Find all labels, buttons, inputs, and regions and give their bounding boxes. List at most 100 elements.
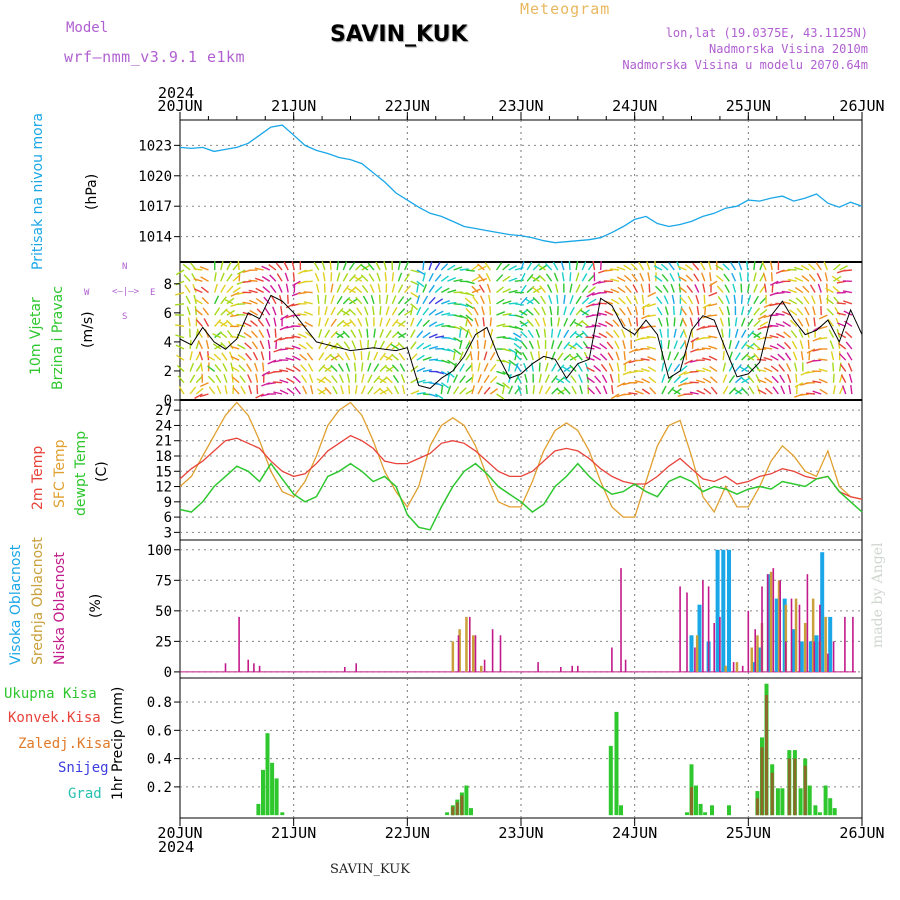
precip_total-bar xyxy=(698,803,703,816)
wind-barb xyxy=(829,340,835,350)
precip_total-bar xyxy=(694,785,698,816)
y-tick-label: 0 xyxy=(164,665,172,681)
wind-barb xyxy=(279,325,289,331)
wind-barb xyxy=(801,275,810,282)
wind-barb xyxy=(352,351,357,361)
wind-barb xyxy=(655,285,663,294)
wind-barb xyxy=(832,285,841,294)
wind-barb xyxy=(361,385,366,395)
wind-barb xyxy=(709,272,712,282)
wind-barb xyxy=(755,374,761,384)
wind-barb xyxy=(826,308,834,316)
wind-barb xyxy=(365,317,369,327)
elevation-label: Nadmorska Visina 2010m xyxy=(709,42,868,56)
wind-barb xyxy=(689,370,699,373)
wind-barb xyxy=(575,295,582,305)
wind-barb xyxy=(377,283,381,293)
wind-barb xyxy=(200,362,204,372)
wind-barb xyxy=(591,324,601,328)
wind-barb xyxy=(526,273,534,282)
wind-barb xyxy=(787,268,797,271)
wind-barb xyxy=(626,306,632,316)
wind-barb xyxy=(747,294,752,305)
wind-barb xyxy=(575,272,580,282)
wind-barb xyxy=(695,369,705,373)
wind-barb xyxy=(508,277,518,282)
precip_total-bar xyxy=(775,788,780,816)
wind-barb xyxy=(708,335,718,339)
wind-barb xyxy=(745,344,755,350)
wind-barb xyxy=(440,275,449,282)
wind-barb xyxy=(702,377,712,384)
wind-barb xyxy=(680,307,688,316)
wind-barb xyxy=(843,300,853,305)
wind-barb xyxy=(763,346,773,350)
wind-barb xyxy=(672,388,681,395)
wind-barb xyxy=(189,386,197,395)
wind-barb xyxy=(740,376,749,384)
wind-barb xyxy=(764,377,773,384)
wind-barb xyxy=(525,298,534,305)
wind-barb xyxy=(739,366,749,373)
x-tick-label-top: 23JUN xyxy=(498,97,543,115)
wind-barb xyxy=(722,351,725,361)
wind-barb xyxy=(434,262,441,271)
y-tick-label: 27 xyxy=(155,403,172,419)
wind-barb xyxy=(597,291,607,294)
y-tick-label: 3 xyxy=(164,525,172,541)
wind-barb xyxy=(435,335,445,339)
wind-barb xyxy=(770,355,779,361)
y-tick-label: 100 xyxy=(147,543,172,559)
wind-barb xyxy=(189,374,196,384)
wind-barb xyxy=(373,351,379,361)
wind-barb xyxy=(556,294,559,304)
wind-barb xyxy=(660,339,663,349)
wind-barb xyxy=(452,374,459,384)
wind-barb xyxy=(347,287,356,294)
wind-barb xyxy=(459,314,469,320)
wind-barb xyxy=(827,318,835,327)
wind-barb xyxy=(640,283,645,293)
wind-barb xyxy=(623,274,632,282)
wind-barb xyxy=(354,286,363,294)
wind-barb xyxy=(688,306,694,316)
wind-barb xyxy=(570,375,577,384)
wind-barb xyxy=(580,309,589,316)
wind-barb xyxy=(416,283,419,293)
cloud_low-bar xyxy=(844,616,846,672)
wind-barb xyxy=(489,352,496,361)
wind-barb xyxy=(306,352,314,361)
wind-barb xyxy=(715,274,724,282)
wind-barb xyxy=(441,370,450,377)
x-tick-label-bottom: 20JUN xyxy=(157,824,202,842)
wind-barb xyxy=(195,387,204,395)
wind-barb xyxy=(195,375,203,384)
wind-barb xyxy=(459,363,465,372)
wind-barb xyxy=(808,351,811,361)
y-tick-label: 4 xyxy=(164,335,172,351)
wind-barb xyxy=(538,362,541,372)
wind-barb xyxy=(727,317,731,327)
wind-barb xyxy=(575,260,579,271)
wind-barb xyxy=(265,317,271,327)
year-bottom-label: 2024 xyxy=(158,838,195,856)
wind-barb xyxy=(496,286,504,294)
wind-barb xyxy=(367,386,374,395)
wind-barb xyxy=(350,329,357,338)
wind-barb xyxy=(358,328,363,338)
wind-barb xyxy=(569,364,577,372)
wind-barb xyxy=(661,385,667,395)
wind-barb xyxy=(232,286,241,294)
wind-barb xyxy=(617,286,626,294)
wind-barb xyxy=(434,310,444,316)
wind-barb xyxy=(255,287,264,294)
cloud_mid-bar xyxy=(811,598,815,672)
wind-barb xyxy=(623,351,626,361)
model-value: wrf—nmm_v3.9.1 e1km xyxy=(64,48,246,66)
wind-barb xyxy=(759,321,769,327)
wind-barb xyxy=(379,328,384,338)
wind-barb xyxy=(747,330,755,339)
wind-barb xyxy=(459,325,468,332)
wind-barb xyxy=(226,261,232,271)
wind-barb xyxy=(761,261,767,271)
